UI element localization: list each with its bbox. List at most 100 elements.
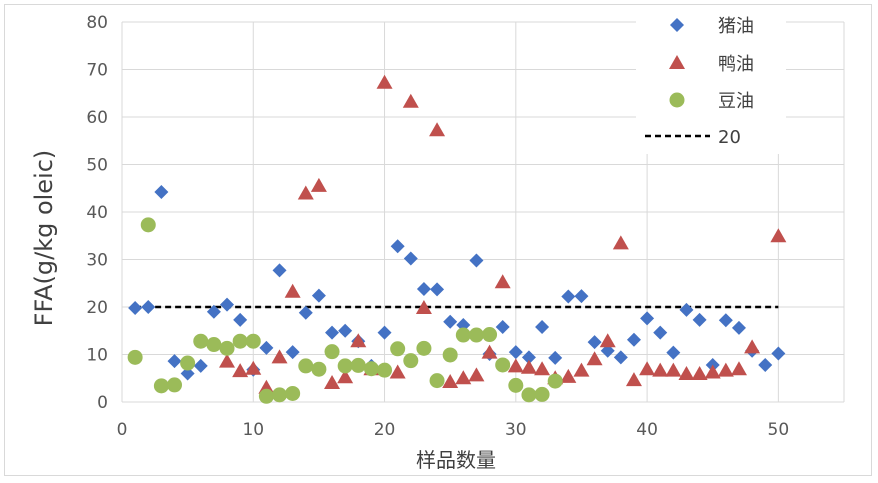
x-axis-title: 样品数量	[416, 448, 496, 472]
lard-point	[640, 311, 655, 326]
lard-point	[141, 300, 156, 314]
soybean-oil-point	[180, 355, 196, 371]
lard-point	[443, 314, 458, 329]
legend-item-soybean-oil: 豆油	[669, 91, 754, 112]
lard-point	[613, 350, 628, 365]
duck-oil-point	[468, 367, 485, 382]
lard-point	[718, 313, 733, 328]
duck-oil-point	[625, 372, 642, 387]
lard-point	[311, 288, 326, 303]
duck-oil-point	[730, 361, 747, 376]
soybean-oil-point	[429, 373, 445, 389]
soybean-oil-point	[547, 373, 563, 389]
lard-point	[403, 251, 418, 266]
soybean-oil-point	[258, 388, 274, 404]
duck-oil-point	[219, 353, 236, 368]
duck-oil-point	[704, 364, 721, 379]
y-tick-label: 0	[97, 393, 108, 413]
lard-point	[508, 345, 523, 360]
lard-point	[272, 263, 287, 278]
legend-item-duck-oil: 鸭油	[669, 54, 754, 75]
soybean-oil-point	[219, 340, 235, 356]
lard-point	[574, 289, 589, 304]
data-marks	[127, 74, 787, 404]
soybean-oil-point	[482, 327, 498, 343]
soybean-oil-point	[127, 349, 143, 365]
soybean-oil-point	[442, 347, 458, 363]
x-tick-label: 30	[505, 420, 527, 440]
duck-oil-point	[271, 349, 288, 364]
soybean-oil-point	[534, 386, 550, 402]
soybean-oil-point	[324, 344, 340, 360]
duck-oil-point	[442, 374, 459, 389]
duck-oil-point	[284, 283, 301, 298]
soybean-oil-point	[140, 217, 156, 233]
lard-point	[325, 325, 340, 340]
soybean-oil-point	[508, 377, 524, 393]
legend-background	[636, 8, 786, 154]
lard-point	[666, 345, 681, 360]
duck-oil-point	[310, 177, 327, 192]
lard-point	[495, 319, 510, 334]
x-tick-label: 0	[117, 420, 128, 440]
duck-oil-point	[337, 369, 354, 384]
y-tick-label: 20	[86, 298, 108, 318]
lard-point	[206, 304, 221, 319]
x-tick-label: 10	[242, 420, 264, 440]
duck-oil-point	[402, 93, 419, 108]
duck-oil-point	[639, 361, 656, 376]
soybean-oil-point	[390, 341, 406, 357]
legend-label-reference-line: 20	[718, 127, 741, 148]
lard-point	[548, 350, 563, 365]
soybean-oil-point	[232, 333, 248, 349]
x-tick-label: 20	[374, 420, 396, 440]
duck-oil-point	[245, 360, 262, 375]
soybean-oil-point	[455, 327, 471, 343]
duck-oil-point	[494, 274, 511, 289]
lard-point	[416, 281, 431, 296]
legend-triangle-icon	[669, 55, 685, 69]
lard-point	[535, 319, 550, 334]
duck-oil-point	[415, 299, 432, 314]
y-axis-title: FFA(g/kg oleic)	[30, 150, 58, 327]
y-tick-label: 30	[86, 251, 108, 271]
soybean-oil-point	[298, 358, 314, 374]
duck-oil-point	[717, 362, 734, 377]
duck-oil-point	[691, 365, 708, 380]
legend-diamond-icon	[670, 18, 684, 32]
lard-point	[128, 300, 143, 315]
x-tick-label: 40	[636, 420, 658, 440]
soybean-oil-point	[403, 353, 419, 369]
soybean-oil-point	[377, 362, 393, 378]
duck-oil-point	[612, 235, 629, 250]
duck-oil-point	[586, 351, 603, 366]
y-tick-label: 70	[86, 61, 108, 81]
lard-point	[731, 320, 746, 335]
lard-point	[430, 282, 445, 297]
lard-point	[626, 332, 641, 347]
lard-point	[692, 312, 707, 327]
lard-point	[377, 325, 392, 340]
soybean-oil-point	[272, 387, 288, 403]
soybean-oil-point	[468, 327, 484, 343]
y-tick-label: 60	[86, 108, 108, 128]
soybean-oil-point	[495, 357, 511, 373]
soybean-oil-point	[416, 340, 432, 356]
duck-oil-point	[520, 359, 537, 374]
lard-point	[298, 305, 313, 320]
lard-point	[220, 297, 235, 312]
duck-oil-point	[652, 362, 669, 377]
legend-label-duck-oil: 鸭油	[718, 54, 754, 75]
lard-point	[771, 346, 786, 361]
duck-oil-point	[455, 370, 472, 385]
soybean-oil-point	[245, 333, 261, 349]
lard-point	[390, 239, 405, 254]
duck-oil-point	[770, 228, 787, 243]
tick-labels: 0 10 20 30 40 50 60 70 80 0 10 20 30 40 50	[86, 13, 789, 440]
lard-point	[653, 325, 668, 340]
soybean-oil-point	[521, 387, 537, 403]
duck-oil-point	[534, 361, 551, 376]
lard-point	[259, 340, 274, 355]
legend-label-lard: 猪油	[718, 16, 754, 37]
